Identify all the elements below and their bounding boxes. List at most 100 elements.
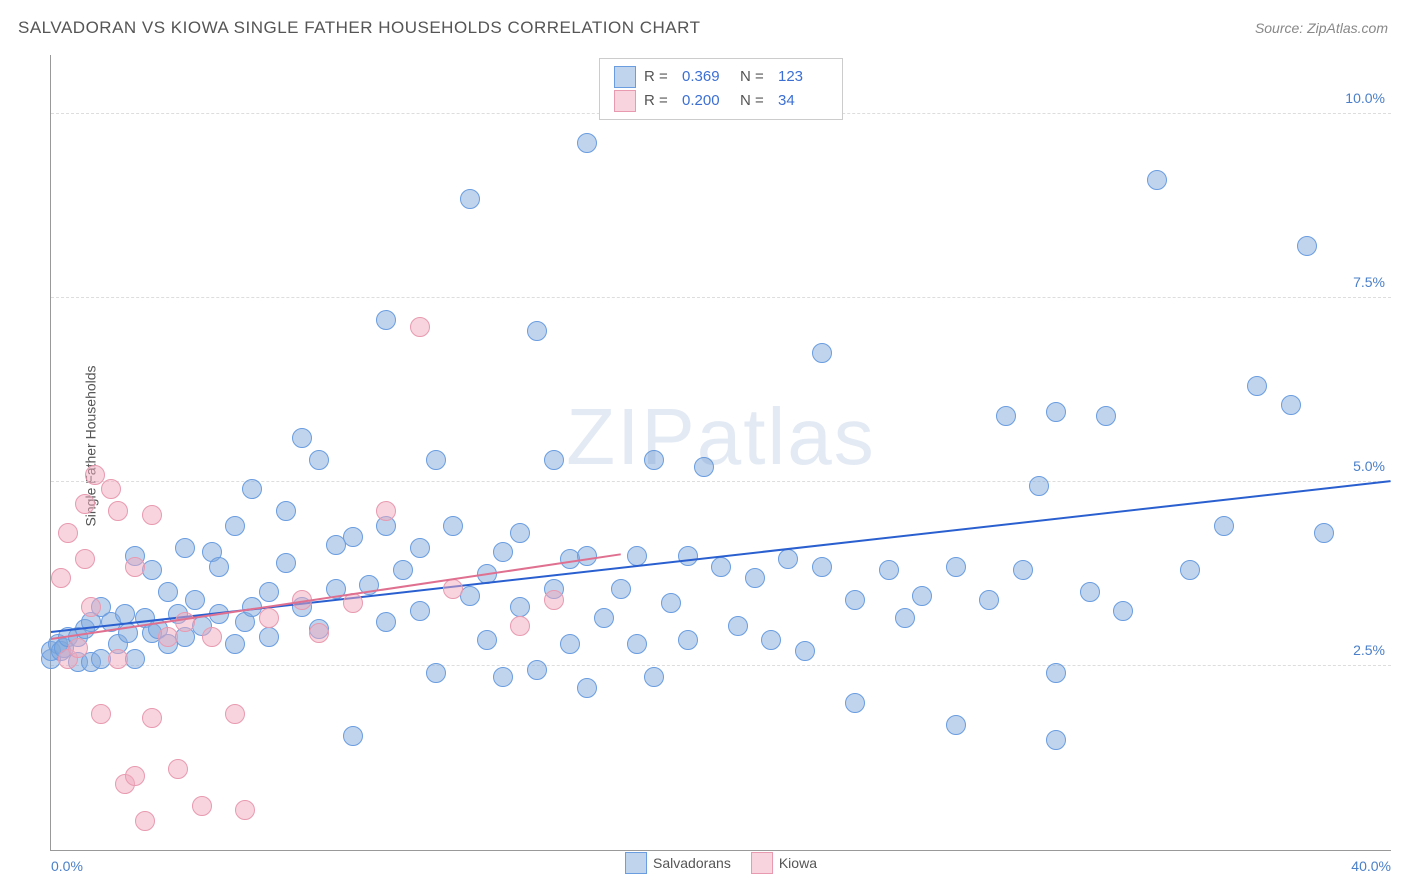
swatch-kiowa — [614, 90, 636, 112]
data-point — [343, 527, 363, 547]
data-point — [644, 450, 664, 470]
data-point — [81, 597, 101, 617]
data-point — [694, 457, 714, 477]
data-point — [795, 641, 815, 661]
watermark-text: ZIPatlas — [566, 391, 875, 483]
data-point — [309, 623, 329, 643]
swatch-kiowa-icon — [751, 852, 773, 874]
correlation-legend: R = 0.369 N = 123 R = 0.200 N = 34 — [599, 58, 843, 120]
data-point — [376, 310, 396, 330]
data-point — [577, 133, 597, 153]
data-point — [1247, 376, 1267, 396]
data-point — [242, 479, 262, 499]
data-point — [192, 796, 212, 816]
data-point — [75, 549, 95, 569]
x-tick-label: 40.0% — [1351, 858, 1391, 874]
data-point — [443, 579, 463, 599]
gridline — [51, 665, 1391, 666]
data-point — [895, 608, 915, 628]
data-point — [627, 634, 647, 654]
data-point — [1314, 523, 1334, 543]
y-tick-label: 2.5% — [1353, 642, 1385, 658]
data-point — [410, 538, 430, 558]
y-tick-label: 10.0% — [1345, 90, 1385, 106]
data-point — [510, 597, 530, 617]
data-point — [594, 608, 614, 628]
data-point — [560, 634, 580, 654]
data-point — [426, 663, 446, 683]
data-point — [577, 546, 597, 566]
data-point — [845, 693, 865, 713]
data-point — [1013, 560, 1033, 580]
data-point — [259, 627, 279, 647]
chart-title: SALVADORAN VS KIOWA SINGLE FATHER HOUSEH… — [18, 18, 700, 38]
data-point — [611, 579, 631, 599]
data-point — [51, 568, 71, 588]
data-point — [1297, 236, 1317, 256]
data-point — [661, 593, 681, 613]
data-point — [812, 343, 832, 363]
data-point — [259, 582, 279, 602]
data-point — [108, 501, 128, 521]
data-point — [292, 428, 312, 448]
data-point — [527, 321, 547, 341]
data-point — [85, 465, 105, 485]
scatter-plot-area: ZIPatlas R = 0.369 N = 123 R = 0.200 N =… — [50, 55, 1391, 851]
data-point — [678, 630, 698, 650]
data-point — [812, 557, 832, 577]
data-point — [225, 634, 245, 654]
data-point — [158, 582, 178, 602]
data-point — [1046, 730, 1066, 750]
y-tick-label: 7.5% — [1353, 274, 1385, 290]
data-point — [1281, 395, 1301, 415]
legend-item-salvadorans: Salvadorans — [625, 852, 731, 874]
data-point — [644, 667, 664, 687]
data-point — [209, 557, 229, 577]
data-point — [175, 612, 195, 632]
series-legend: Salvadorans Kiowa — [625, 852, 817, 874]
data-point — [1180, 560, 1200, 580]
data-point — [1147, 170, 1167, 190]
data-point — [259, 608, 279, 628]
data-point — [879, 560, 899, 580]
data-point — [544, 590, 564, 610]
legend-row-salvadorans: R = 0.369 N = 123 — [614, 65, 828, 89]
data-point — [493, 667, 513, 687]
data-point — [276, 501, 296, 521]
data-point — [1029, 476, 1049, 496]
data-point — [745, 568, 765, 588]
data-point — [68, 638, 88, 658]
data-point — [410, 601, 430, 621]
data-point — [1214, 516, 1234, 536]
data-point — [376, 501, 396, 521]
data-point — [91, 704, 111, 724]
data-point — [125, 766, 145, 786]
data-point — [577, 678, 597, 698]
data-point — [996, 406, 1016, 426]
x-tick-label: 0.0% — [51, 858, 83, 874]
chart-source: Source: ZipAtlas.com — [1255, 20, 1388, 36]
data-point — [225, 516, 245, 536]
data-point — [761, 630, 781, 650]
data-point — [101, 479, 121, 499]
data-point — [1046, 663, 1066, 683]
swatch-salvadorans-icon — [625, 852, 647, 874]
y-tick-label: 5.0% — [1353, 458, 1385, 474]
data-point — [979, 590, 999, 610]
data-point — [168, 759, 188, 779]
data-point — [75, 494, 95, 514]
data-point — [1096, 406, 1116, 426]
data-point — [202, 627, 222, 647]
data-point — [125, 557, 145, 577]
data-point — [778, 549, 798, 569]
data-point — [477, 630, 497, 650]
data-point — [678, 546, 698, 566]
data-point — [845, 590, 865, 610]
data-point — [175, 538, 195, 558]
chart-header: SALVADORAN VS KIOWA SINGLE FATHER HOUSEH… — [18, 18, 1388, 38]
data-point — [376, 612, 396, 632]
data-point — [410, 317, 430, 337]
legend-row-kiowa: R = 0.200 N = 34 — [614, 89, 828, 113]
data-point — [443, 516, 463, 536]
data-point — [225, 704, 245, 724]
